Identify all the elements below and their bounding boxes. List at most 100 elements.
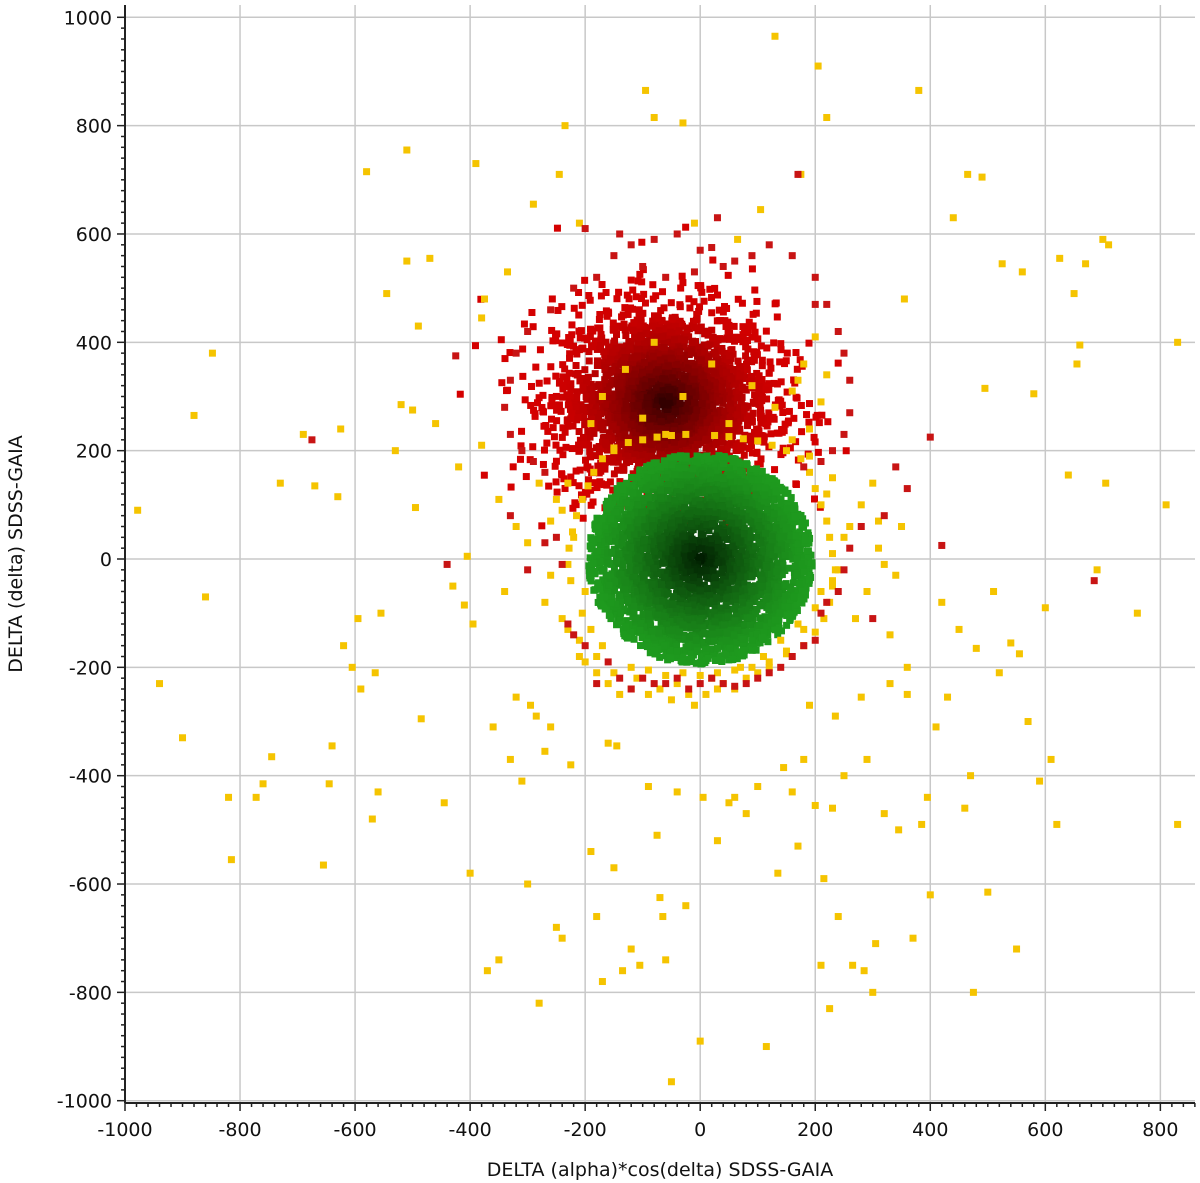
green-cluster-point: [601, 593, 609, 601]
red-cluster-point: [713, 291, 721, 299]
red-cluster-point: [750, 356, 758, 364]
red-cluster-point: [600, 481, 608, 489]
green-cluster-point: [764, 537, 772, 545]
green-cluster-point: [684, 494, 692, 502]
red-cluster-point: [689, 362, 697, 370]
red-cluster-point: [556, 446, 564, 454]
red-cluster-point: [631, 422, 639, 430]
red-cluster-point: [556, 377, 564, 385]
red-cluster-point: [547, 363, 555, 371]
red-cluster-point: [667, 299, 675, 307]
red-cluster-point: [682, 360, 690, 368]
red-cluster-point: [731, 333, 739, 341]
red-cluster-point: [497, 336, 505, 344]
red-cluster-point: [606, 478, 614, 486]
red-cluster-point: [810, 495, 818, 503]
green-cluster-point: [599, 576, 607, 584]
red-cluster-point: [641, 338, 649, 346]
red-cluster-point: [631, 366, 639, 374]
red-cluster-point: [645, 363, 653, 371]
red-cluster-point: [552, 441, 560, 449]
red-cluster-point: [731, 422, 739, 430]
red-cluster-point: [621, 431, 629, 439]
red-cluster-point: [710, 408, 718, 416]
red-cluster-point: [767, 364, 775, 372]
red-cluster-point: [635, 384, 643, 392]
green-cluster-point: [598, 515, 606, 523]
red-cluster-point: [678, 407, 686, 415]
red-cluster-point: [597, 422, 605, 430]
green-cluster-point: [697, 519, 705, 527]
green-cluster-point: [630, 525, 638, 533]
red-cluster-point: [521, 396, 529, 404]
red-cluster-point: [750, 348, 758, 356]
green-cluster-point: [638, 634, 646, 642]
red-cluster-point: [753, 297, 761, 305]
red-cluster-point: [616, 379, 624, 387]
green-cluster-point: [750, 525, 758, 533]
red-cluster-point: [593, 357, 601, 365]
green-cluster-point: [634, 584, 642, 592]
red-cluster-point: [717, 446, 725, 454]
red-cluster-point: [767, 430, 775, 438]
red-cluster-point: [698, 384, 706, 392]
red-cluster-point: [642, 330, 650, 338]
green-cluster-point: [717, 578, 725, 586]
green-cluster-point: [682, 647, 690, 655]
green-cluster-point: [652, 544, 660, 552]
red-cluster-point: [593, 390, 601, 398]
red-cluster-point: [626, 407, 634, 415]
red-cluster-point: [604, 434, 612, 442]
green-cluster-point: [808, 559, 816, 567]
red-cluster-point: [589, 479, 597, 487]
green-cluster-point: [660, 634, 668, 642]
red-cluster-point: [666, 328, 674, 336]
red-cluster-point: [605, 345, 613, 353]
red-cluster-point: [724, 271, 732, 279]
red-cluster-point: [595, 315, 603, 323]
red-cluster-point: [580, 414, 588, 422]
red-cluster-point: [592, 400, 600, 408]
green-cluster-point: [606, 575, 614, 583]
red-cluster-point: [656, 322, 664, 330]
red-cluster-point: [552, 457, 560, 465]
red-cluster-point: [723, 443, 731, 451]
red-cluster-point: [602, 441, 610, 449]
red-cluster-point: [574, 413, 582, 421]
red-cluster-point: [720, 335, 728, 343]
green-cluster-point: [718, 521, 726, 529]
red-cluster-point: [753, 376, 761, 384]
red-cluster-point: [590, 429, 598, 437]
green-cluster-point: [785, 510, 793, 518]
green-cluster-point: [669, 528, 677, 536]
green-cluster-point: [701, 592, 709, 600]
green-cluster-point: [773, 514, 781, 522]
red-cluster-point: [627, 420, 635, 428]
red-cluster-point: [618, 313, 626, 321]
red-cluster-point: [586, 296, 594, 304]
red-cluster-point: [665, 392, 673, 400]
green-cluster-point: [622, 592, 630, 600]
red-cluster-point: [635, 373, 643, 381]
green-cluster-point: [663, 528, 671, 536]
red-cluster-point: [585, 292, 593, 300]
green-cluster-point: [697, 602, 705, 610]
green-cluster-point: [666, 606, 674, 614]
green-cluster-point: [662, 652, 670, 660]
red-cluster-point: [536, 346, 544, 354]
red-cluster-point: [552, 392, 560, 400]
red-cluster-point: [632, 439, 640, 447]
green-cluster-point: [691, 548, 699, 556]
green-cluster-point: [761, 510, 769, 518]
green-cluster-point: [791, 562, 799, 570]
red-cluster-point: [558, 470, 566, 478]
red-cluster-point: [597, 445, 605, 453]
green-cluster-point: [764, 638, 772, 646]
red-cluster-point: [726, 352, 734, 360]
red-cluster-point: [551, 462, 559, 470]
red-cluster-point: [614, 443, 622, 451]
green-cluster-point: [662, 550, 670, 558]
green-cluster-point: [724, 467, 732, 475]
red-cluster-point: [755, 381, 763, 389]
green-cluster-point: [684, 642, 692, 650]
